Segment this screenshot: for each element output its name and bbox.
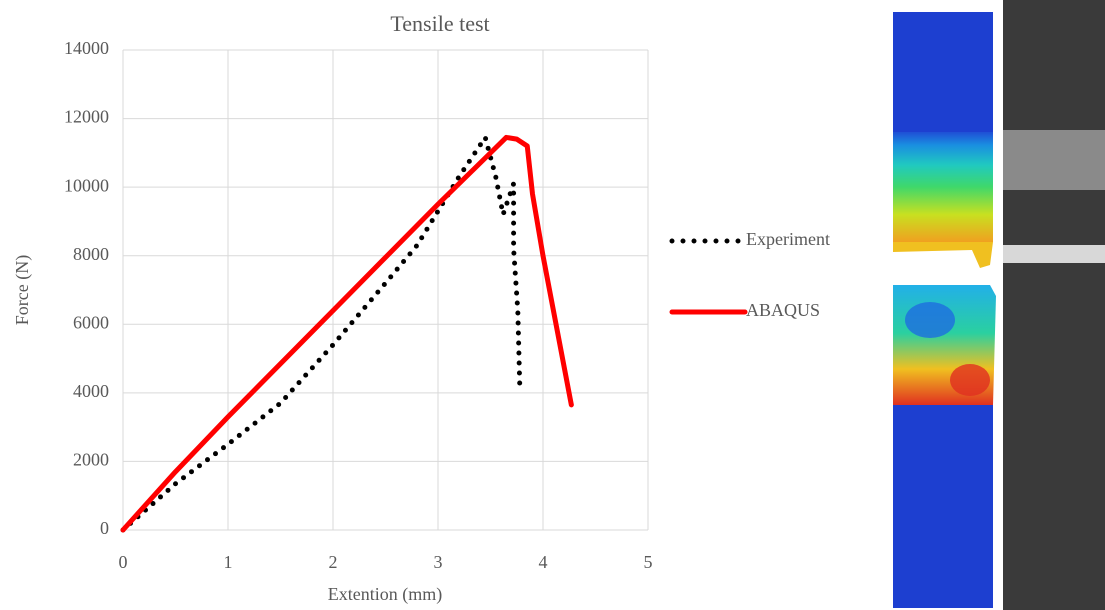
fea-image bbox=[893, 0, 1105, 610]
x-tick-label: 1 bbox=[224, 552, 233, 572]
x-tick-label: 2 bbox=[329, 552, 338, 572]
y-tick-label: 0 bbox=[100, 518, 109, 538]
x-tick-label: 5 bbox=[644, 552, 653, 572]
y-tick-label: 4000 bbox=[73, 381, 109, 401]
y-tick-label: 12000 bbox=[64, 107, 109, 127]
y-axis-label: Force (N) bbox=[12, 255, 33, 325]
series-line bbox=[120, 134, 523, 533]
chart-title: Tensile test bbox=[390, 11, 489, 36]
x-tick-label: 3 bbox=[434, 552, 443, 572]
legend-label: ABAQUS bbox=[746, 300, 820, 320]
legend-label: Experiment bbox=[746, 229, 830, 249]
y-tick-label: 6000 bbox=[73, 312, 109, 332]
y-tick-label: 2000 bbox=[73, 450, 109, 470]
series-line bbox=[120, 134, 574, 533]
y-tick-label: 14000 bbox=[64, 38, 109, 58]
y-tick-label: 10000 bbox=[64, 175, 109, 195]
x-tick-label: 4 bbox=[539, 552, 548, 572]
y-tick-label: 8000 bbox=[73, 244, 109, 264]
x-tick-label: 0 bbox=[119, 552, 128, 572]
x-axis-label: Extention (mm) bbox=[328, 584, 442, 605]
